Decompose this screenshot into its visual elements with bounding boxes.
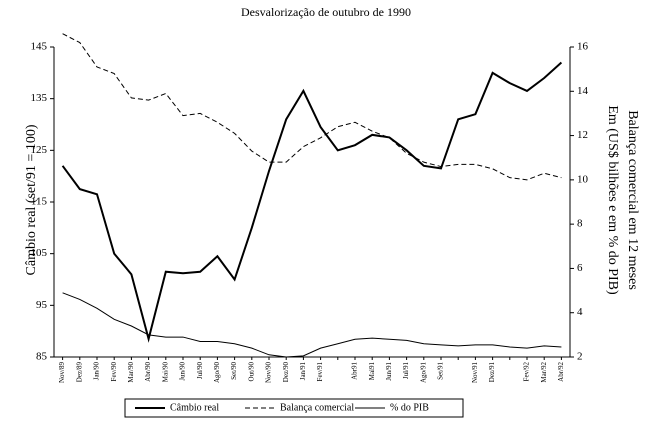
x-tick-label: Dez/90 [282, 362, 290, 383]
y-tick-label: 125 [31, 144, 48, 156]
series-line [61, 61, 563, 343]
y-tick-label: 115 [31, 196, 48, 208]
y2-axis-title: Balança comercial em 12 meses [625, 110, 640, 290]
x-tick-label: Abr91 [351, 362, 359, 380]
legend-label: Balança comercial [280, 402, 354, 413]
x-tick-label: Nov/89 [58, 362, 66, 384]
series-line [62, 33, 562, 181]
y2-axis-title: Em (US$ bilhões e em % do PIB) [605, 105, 620, 295]
x-tick-label: Fev/91 [316, 362, 324, 382]
x-tick-label: Jan/91 [299, 362, 307, 381]
y-axis-title: Câmbio real (set/91 = 100) [24, 124, 39, 275]
y-tick-label: 105 [31, 247, 48, 259]
y2-tick-label: 4 [577, 306, 583, 318]
x-tick-label: Dez/91 [488, 362, 496, 383]
legend [124, 398, 464, 418]
x-tick-label: Fev/90 [110, 362, 118, 382]
y2-tick-label: 16 [577, 41, 589, 53]
x-tick-label: Set/91 [437, 362, 445, 380]
legend-label: % do PIB [390, 402, 429, 413]
x-tick-label: Jul/91 [402, 362, 410, 380]
x-tick-label: Dez/89 [75, 362, 83, 383]
y2-tick-label: 8 [577, 218, 583, 230]
x-tick-label: Ago/90 [213, 362, 221, 384]
x-tick-label: Nov/91 [471, 362, 479, 384]
y2-tick-label: 6 [577, 262, 583, 274]
x-tick-label: Mai/90 [161, 362, 169, 383]
y-tick-label: 95 [36, 299, 48, 311]
y2-tick-label: 14 [577, 85, 589, 97]
series-line [62, 292, 562, 358]
x-tick-label: Jul/90 [196, 362, 204, 380]
x-tick-label: Ago/91 [419, 362, 427, 384]
x-tick-label: Abr/92 [557, 362, 565, 382]
x-tick-label: Jun/91 [385, 362, 393, 381]
y2-tick-label: 12 [577, 129, 588, 141]
y2-tick-label: 2 [577, 351, 583, 363]
y-tick-label: 145 [31, 41, 48, 53]
y2-tick-label: 10 [577, 173, 589, 185]
x-tick-label: Fev/92 [523, 362, 531, 382]
x-tick-label: Mar/92 [540, 362, 548, 383]
x-tick-label: Nov/90 [265, 362, 273, 384]
x-tick-label: Jan/90 [93, 362, 101, 381]
x-tick-label: Abr/90 [144, 362, 152, 382]
y-tick-label: 135 [31, 92, 48, 104]
x-tick-label: Mai91 [368, 362, 376, 381]
chart-title: Desvalorização de outubro de 1990 [241, 5, 411, 19]
x-tick-label: Set/90 [230, 362, 238, 380]
x-tick-label: Mar/90 [127, 362, 135, 383]
x-tick-label: Jun/90 [179, 362, 187, 381]
legend-label: Câmbio real [170, 402, 219, 413]
y-tick-label: 85 [36, 351, 48, 363]
x-tick-label: Out/90 [247, 362, 255, 382]
